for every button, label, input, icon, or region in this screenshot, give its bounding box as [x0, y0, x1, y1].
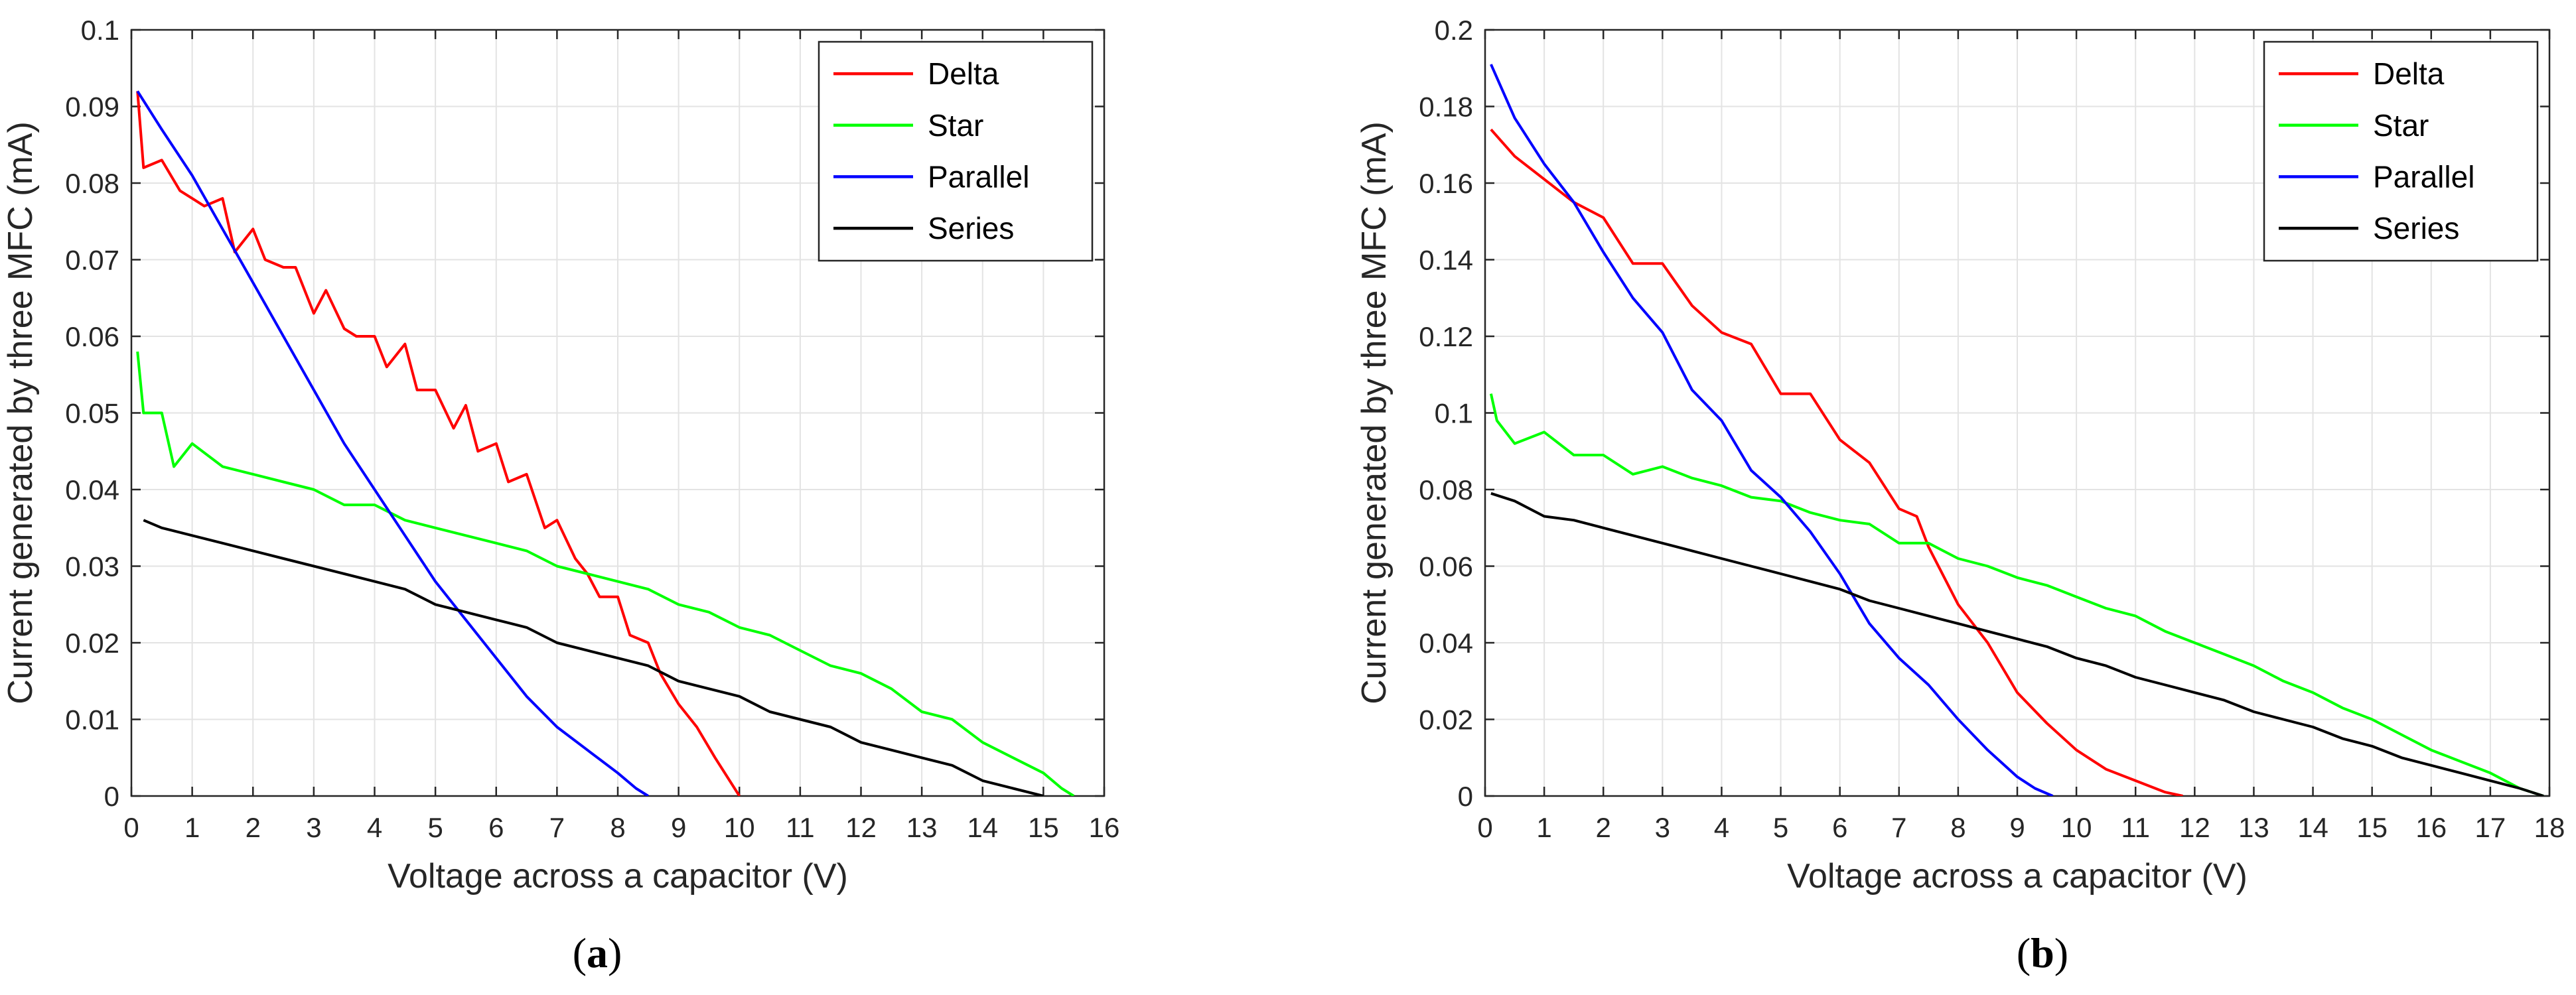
series-line-star: [1489, 393, 2544, 796]
legend-label-parallel: Parallel: [2373, 159, 2474, 194]
x-tick-label: 12: [2179, 812, 2210, 843]
legend-label-star: Star: [928, 108, 983, 143]
y-tick-label: 0.12: [1419, 321, 1473, 352]
y-tick-label: 0.05: [65, 398, 119, 429]
series-group: [1489, 64, 2544, 796]
x-tick-label: 16: [2415, 812, 2447, 843]
y-tick-label: 0.08: [65, 168, 119, 199]
y-tick-label: 0.14: [1419, 245, 1473, 276]
panel-label-b: (b): [2016, 929, 2069, 976]
y-tick-label: 0.06: [1419, 551, 1473, 582]
x-tick-label: 11: [786, 812, 815, 843]
x-tick-label: 15: [1028, 812, 1059, 843]
x-axis-label: Voltage across a capacitor (V): [1787, 857, 2248, 896]
x-axis-label: Voltage across a capacitor (V): [388, 857, 848, 896]
y-tick-label: 0.07: [65, 245, 119, 276]
x-tick-label: 14: [967, 812, 998, 843]
y-tick-label: 0.2: [1435, 15, 1473, 46]
legend-label-delta: Delta: [2373, 56, 2445, 91]
y-tick-label: 0.1: [81, 15, 119, 46]
y-tick-label: 0.1: [1435, 398, 1473, 429]
x-tick-label: 2: [1596, 812, 1611, 843]
x-tick-label: 9: [671, 812, 686, 843]
y-tick-label: 0.08: [1419, 474, 1473, 505]
y-tick-label: 0.16: [1419, 168, 1473, 199]
x-tick-label: 15: [2356, 812, 2388, 843]
legend-label-parallel: Parallel: [928, 159, 1029, 194]
x-tick-label: 17: [2475, 812, 2506, 843]
y-tick-label: 0.04: [1419, 628, 1473, 659]
x-tick-label: 10: [2061, 812, 2092, 843]
series-line-delta: [1490, 128, 2183, 796]
y-tick-label: 0: [1458, 781, 1473, 812]
chart-panel-b: 0 1 2 3 4 5 6 7 8 9 10 11 12 13 14 15 16 17 1800.020.040.0…: [1355, 15, 2565, 896]
x-tick-label: 10: [724, 812, 755, 843]
series-line-series: [1490, 492, 2544, 796]
y-tick-label: 0.01: [65, 704, 119, 736]
x-tick-label: 1: [184, 812, 200, 843]
series-group: [136, 90, 1075, 796]
x-tick-label: 7: [549, 812, 565, 843]
x-tick-label: 9: [2009, 812, 2025, 843]
legend: Delta Star Parallel Series: [818, 40, 1094, 262]
y-tick-label: 0.03: [65, 551, 119, 582]
legend-label-series: Series: [928, 211, 1014, 245]
x-tick-label: 1: [1536, 812, 1551, 843]
y-tick-label: 0.04: [65, 474, 119, 505]
y-tick-label: 0.02: [65, 628, 119, 659]
x-tick-label: 5: [427, 812, 443, 843]
legend: Delta Star Parallel Series: [2263, 40, 2539, 262]
x-tick-label: 0: [123, 812, 139, 843]
x-tick-label: 11: [2121, 812, 2150, 843]
x-tick-label: 3: [306, 812, 321, 843]
y-tick-label: 0.18: [1419, 92, 1473, 123]
x-tick-label: 12: [845, 812, 877, 843]
y-tick-label: 0.02: [1419, 704, 1473, 736]
panel-label-a: (a): [572, 929, 622, 976]
x-tick-label: 7: [1891, 812, 1906, 843]
x-tick-label: 13: [2238, 812, 2269, 843]
series-line-parallel: [1490, 64, 2054, 796]
y-tick-label: 0.06: [65, 321, 119, 352]
x-tick-label: 4: [367, 812, 382, 843]
series-line-parallel: [136, 90, 649, 796]
legend-label-star: Star: [2373, 108, 2429, 143]
x-tick-label: 4: [1714, 812, 1729, 843]
y-axis-label: Current generated by three MFC (mA): [1355, 121, 1394, 704]
x-tick-label: 8: [1950, 812, 1966, 843]
y-axis-label: Current generated by three MFC (mA): [1, 121, 40, 704]
x-tick-label: 14: [2297, 812, 2328, 843]
series-line-series: [143, 519, 1044, 796]
legend-label-delta: Delta: [928, 56, 999, 91]
legend-label-series: Series: [2373, 211, 2459, 245]
y-tick-label: 0.09: [65, 92, 119, 123]
x-tick-label: 8: [610, 812, 625, 843]
x-tick-label: 6: [488, 812, 504, 843]
x-tick-label: 13: [906, 812, 938, 843]
chart-panel-a: 0 1 2 3 4 5 6 7 8 9 10 11 12 13 14 15 1600.010.020.030.0…: [1, 15, 1119, 896]
x-tick-label: 2: [246, 812, 261, 843]
x-tick-label: 18: [2534, 812, 2565, 843]
series-line-delta: [136, 91, 741, 796]
legend-box: [818, 40, 1094, 262]
series-line-star: [136, 351, 1075, 796]
x-tick-label: 6: [1832, 812, 1847, 843]
x-tick-label: 3: [1655, 812, 1670, 843]
y-tick-label: 0: [104, 781, 119, 812]
legend-box: [2263, 40, 2539, 262]
x-tick-label: 5: [1773, 812, 1788, 843]
x-tick-label: 0: [1477, 812, 1492, 843]
x-tick-label: 16: [1089, 812, 1120, 843]
